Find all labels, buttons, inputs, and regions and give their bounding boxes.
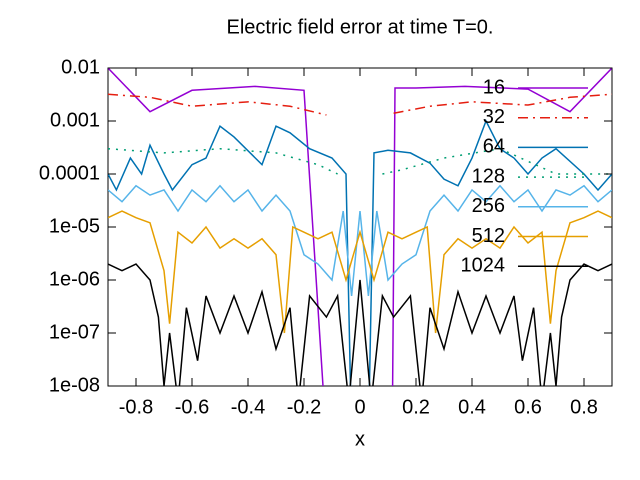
x-tick-label: -0.4 (231, 396, 265, 418)
y-tick-label: 1e-06 (49, 268, 100, 290)
legend-label: 512 (472, 225, 505, 247)
x-axis-label: x (355, 428, 365, 450)
legend-label: 1024 (461, 254, 506, 276)
series-line (108, 263, 612, 386)
series-line (108, 119, 612, 386)
legend-label: 16 (483, 76, 505, 98)
chart-title: Electric field error at time T=0. (227, 16, 494, 38)
y-tick-label: 1e-08 (49, 374, 100, 396)
plot-area (108, 68, 612, 386)
legend-label: 256 (472, 195, 505, 217)
series-line (108, 210, 612, 334)
x-tick-label: 0.2 (402, 396, 430, 418)
x-tick-label: -0.2 (287, 396, 321, 418)
legend-label: 64 (483, 136, 505, 158)
series-line (108, 93, 612, 116)
series-line (108, 68, 612, 386)
x-tick-label: 0.8 (570, 396, 598, 418)
legend-label: 32 (483, 106, 505, 128)
x-tick-label: 0.6 (514, 396, 542, 418)
legend-label: 128 (472, 165, 505, 187)
x-tick-label: 0.4 (458, 396, 486, 418)
x-tick-label: -0.8 (119, 396, 153, 418)
series-line (108, 184, 612, 297)
y-tick-label: 0.01 (61, 56, 100, 78)
x-tick-label: 0 (354, 396, 365, 418)
series-line (108, 147, 612, 175)
y-tick-label: 1e-05 (49, 215, 100, 237)
y-tick-label: 0.0001 (39, 162, 100, 184)
y-tick-label: 0.001 (50, 109, 100, 131)
x-tick-label: -0.6 (175, 396, 209, 418)
y-tick-label: 1e-07 (49, 321, 100, 343)
